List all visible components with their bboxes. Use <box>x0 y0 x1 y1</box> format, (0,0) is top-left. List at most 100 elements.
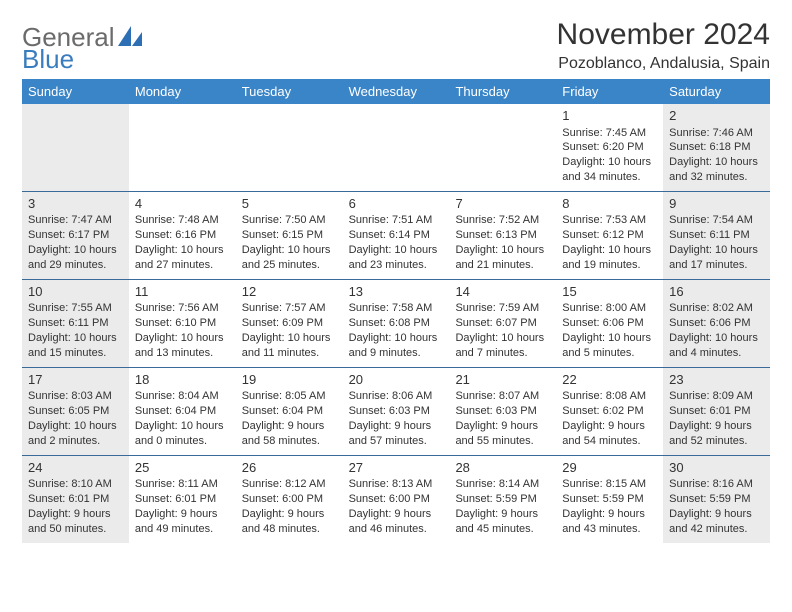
day-number: 15 <box>562 283 657 301</box>
daylight-text: Daylight: 10 hours and 34 minutes. <box>562 155 657 185</box>
calendar-cell: 19Sunrise: 8:05 AMSunset: 6:04 PMDayligh… <box>236 368 343 455</box>
calendar-cell <box>449 104 556 191</box>
calendar-cell: 30Sunrise: 8:16 AMSunset: 5:59 PMDayligh… <box>663 456 770 543</box>
sunrise-text: Sunrise: 8:08 AM <box>562 389 657 404</box>
calendar-page: General Blue November 2024 Pozoblanco, A… <box>0 0 792 543</box>
calendar-cell: 6Sunrise: 7:51 AMSunset: 6:14 PMDaylight… <box>343 192 450 279</box>
day-number: 14 <box>455 283 550 301</box>
sunrise-text: Sunrise: 7:47 AM <box>28 213 123 228</box>
day-number: 25 <box>135 459 230 477</box>
sunset-text: Sunset: 6:06 PM <box>669 316 764 331</box>
sunrise-text: Sunrise: 7:52 AM <box>455 213 550 228</box>
calendar-cell: 20Sunrise: 8:06 AMSunset: 6:03 PMDayligh… <box>343 368 450 455</box>
day-number: 12 <box>242 283 337 301</box>
sunset-text: Sunset: 6:17 PM <box>28 228 123 243</box>
sunrise-text: Sunrise: 8:06 AM <box>349 389 444 404</box>
sunrise-text: Sunrise: 8:00 AM <box>562 301 657 316</box>
day-number: 4 <box>135 195 230 213</box>
sunset-text: Sunset: 6:04 PM <box>242 404 337 419</box>
daylight-text: Daylight: 10 hours and 5 minutes. <box>562 331 657 361</box>
title-block: November 2024 Pozoblanco, Andalusia, Spa… <box>557 18 770 73</box>
sunrise-text: Sunrise: 7:51 AM <box>349 213 444 228</box>
day-number: 23 <box>669 371 764 389</box>
daylight-text: Daylight: 10 hours and 27 minutes. <box>135 243 230 273</box>
sunrise-text: Sunrise: 8:14 AM <box>455 477 550 492</box>
sunset-text: Sunset: 6:14 PM <box>349 228 444 243</box>
daylight-text: Daylight: 10 hours and 19 minutes. <box>562 243 657 273</box>
sunset-text: Sunset: 6:01 PM <box>28 492 123 507</box>
day-number: 28 <box>455 459 550 477</box>
calendar-row: 1Sunrise: 7:45 AMSunset: 6:20 PMDaylight… <box>22 104 770 191</box>
sunset-text: Sunset: 5:59 PM <box>562 492 657 507</box>
calendar-cell: 24Sunrise: 8:10 AMSunset: 6:01 PMDayligh… <box>22 456 129 543</box>
calendar-cell: 26Sunrise: 8:12 AMSunset: 6:00 PMDayligh… <box>236 456 343 543</box>
day-number: 29 <box>562 459 657 477</box>
sunset-text: Sunset: 6:18 PM <box>669 140 764 155</box>
calendar-cell: 28Sunrise: 8:14 AMSunset: 5:59 PMDayligh… <box>449 456 556 543</box>
sunrise-text: Sunrise: 8:10 AM <box>28 477 123 492</box>
day-number: 5 <box>242 195 337 213</box>
calendar-cell: 8Sunrise: 7:53 AMSunset: 6:12 PMDaylight… <box>556 192 663 279</box>
calendar-cell: 14Sunrise: 7:59 AMSunset: 6:07 PMDayligh… <box>449 280 556 367</box>
day-number: 20 <box>349 371 444 389</box>
calendar-row: 10Sunrise: 7:55 AMSunset: 6:11 PMDayligh… <box>22 279 770 367</box>
weekday-friday: Friday <box>556 79 663 104</box>
day-number: 7 <box>455 195 550 213</box>
calendar-cell: 11Sunrise: 7:56 AMSunset: 6:10 PMDayligh… <box>129 280 236 367</box>
sunrise-text: Sunrise: 7:56 AM <box>135 301 230 316</box>
calendar-cell: 12Sunrise: 7:57 AMSunset: 6:09 PMDayligh… <box>236 280 343 367</box>
sunrise-text: Sunrise: 7:53 AM <box>562 213 657 228</box>
day-number: 27 <box>349 459 444 477</box>
sunset-text: Sunset: 6:02 PM <box>562 404 657 419</box>
calendar-cell: 9Sunrise: 7:54 AMSunset: 6:11 PMDaylight… <box>663 192 770 279</box>
daylight-text: Daylight: 9 hours and 57 minutes. <box>349 419 444 449</box>
sunset-text: Sunset: 6:11 PM <box>669 228 764 243</box>
day-number: 24 <box>28 459 123 477</box>
calendar-cell: 29Sunrise: 8:15 AMSunset: 5:59 PMDayligh… <box>556 456 663 543</box>
calendar-cell: 1Sunrise: 7:45 AMSunset: 6:20 PMDaylight… <box>556 104 663 191</box>
sunrise-text: Sunrise: 7:48 AM <box>135 213 230 228</box>
month-title: November 2024 <box>557 18 770 51</box>
daylight-text: Daylight: 9 hours and 49 minutes. <box>135 507 230 537</box>
daylight-text: Daylight: 9 hours and 43 minutes. <box>562 507 657 537</box>
sunset-text: Sunset: 6:00 PM <box>242 492 337 507</box>
calendar-cell <box>343 104 450 191</box>
day-number: 11 <box>135 283 230 301</box>
sunset-text: Sunset: 6:09 PM <box>242 316 337 331</box>
calendar-cell: 10Sunrise: 7:55 AMSunset: 6:11 PMDayligh… <box>22 280 129 367</box>
sunset-text: Sunset: 5:59 PM <box>669 492 764 507</box>
weekday-monday: Monday <box>129 79 236 104</box>
day-number: 22 <box>562 371 657 389</box>
calendar-cell <box>236 104 343 191</box>
day-number: 8 <box>562 195 657 213</box>
sunrise-text: Sunrise: 8:07 AM <box>455 389 550 404</box>
calendar-row: 17Sunrise: 8:03 AMSunset: 6:05 PMDayligh… <box>22 367 770 455</box>
daylight-text: Daylight: 10 hours and 4 minutes. <box>669 331 764 361</box>
logo-sail-icon <box>118 26 144 55</box>
sunset-text: Sunset: 6:04 PM <box>135 404 230 419</box>
sunset-text: Sunset: 6:08 PM <box>349 316 444 331</box>
calendar-row: 3Sunrise: 7:47 AMSunset: 6:17 PM Daylight… <box>22 191 770 279</box>
day-number: 30 <box>669 459 764 477</box>
sunrise-text: Sunrise: 8:16 AM <box>669 477 764 492</box>
calendar-cell: 25Sunrise: 8:11 AMSunset: 6:01 PMDayligh… <box>129 456 236 543</box>
header: General Blue November 2024 Pozoblanco, A… <box>22 18 770 73</box>
sunset-text: Sunset: 6:13 PM <box>455 228 550 243</box>
sunrise-text: Sunrise: 8:15 AM <box>562 477 657 492</box>
daylight-text: Daylight: 9 hours and 42 minutes. <box>669 507 764 537</box>
sunrise-text: Sunrise: 8:04 AM <box>135 389 230 404</box>
daylight-text: Daylight: 9 hours and 54 minutes. <box>562 419 657 449</box>
daylight-text: Daylight: 10 hours and 13 minutes. <box>135 331 230 361</box>
sunrise-text: Sunrise: 7:58 AM <box>349 301 444 316</box>
sunset-text: Sunset: 6:10 PM <box>135 316 230 331</box>
day-number: 1 <box>562 107 657 125</box>
sunset-text: Sunset: 6:15 PM <box>242 228 337 243</box>
day-number: 26 <box>242 459 337 477</box>
day-number: 17 <box>28 371 123 389</box>
day-number: 3 <box>28 195 123 213</box>
weekday-thursday: Thursday <box>449 79 556 104</box>
day-number: 9 <box>669 195 764 213</box>
day-number: 21 <box>455 371 550 389</box>
day-number: 10 <box>28 283 123 301</box>
logo: General Blue <box>22 18 144 72</box>
